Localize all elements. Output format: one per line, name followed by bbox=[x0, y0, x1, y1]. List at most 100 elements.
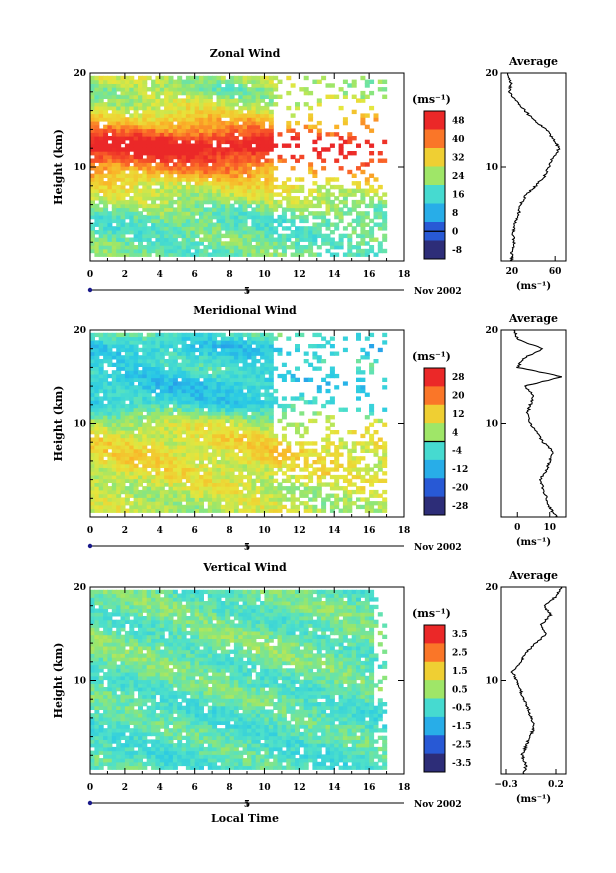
heatmap-cell bbox=[111, 75, 117, 81]
heatmap-cell bbox=[203, 75, 209, 81]
heatmap-cell bbox=[268, 437, 274, 442]
heatmap-cell bbox=[238, 474, 244, 480]
heatmap-cell bbox=[238, 196, 244, 201]
heatmap-cell bbox=[303, 199, 309, 205]
heatmap-cell bbox=[364, 392, 370, 397]
heatmap-cell bbox=[133, 117, 139, 122]
heatmap-cell bbox=[273, 445, 279, 450]
heatmap-cell bbox=[159, 139, 165, 145]
heatmap-cell bbox=[146, 392, 152, 397]
heatmap-cell bbox=[138, 448, 143, 453]
heatmap-cell bbox=[260, 173, 266, 178]
heatmap-cell bbox=[142, 218, 148, 224]
heatmap-cell bbox=[299, 248, 305, 254]
heatmap-cell bbox=[172, 359, 178, 364]
heatmap-cell bbox=[142, 162, 148, 167]
heatmap-cell bbox=[233, 344, 239, 349]
heatmap-cell bbox=[164, 105, 170, 111]
heatmap-cell bbox=[120, 332, 126, 338]
heatmap-cell bbox=[203, 162, 209, 167]
heatmap-cell bbox=[155, 501, 161, 506]
heatmap-cell bbox=[98, 336, 104, 341]
heatmap-cell bbox=[295, 226, 300, 231]
heatmap-cell bbox=[94, 765, 100, 770]
heatmap-cell bbox=[225, 362, 231, 367]
heatmap-cell bbox=[273, 226, 279, 231]
heatmap-cell bbox=[190, 418, 196, 424]
heatmap-cell bbox=[116, 467, 122, 472]
heatmap-cell bbox=[264, 411, 270, 416]
heatmap-cell bbox=[225, 463, 231, 468]
heatmap-cell bbox=[360, 214, 366, 220]
heatmap-cell bbox=[199, 169, 204, 175]
heatmap-cell bbox=[295, 105, 300, 111]
heatmap-cell bbox=[268, 463, 274, 468]
heatmap-cell bbox=[329, 504, 335, 510]
heatmap-cell bbox=[138, 102, 143, 107]
heatmap-cell bbox=[103, 181, 109, 186]
heatmap-cell bbox=[325, 207, 331, 212]
heatmap-cell bbox=[146, 366, 152, 371]
heatmap-cell bbox=[325, 199, 331, 205]
heatmap-cell bbox=[90, 630, 95, 636]
heatmap-cell bbox=[364, 252, 370, 257]
heatmap-cell bbox=[124, 75, 130, 81]
heatmap-cell bbox=[94, 441, 100, 446]
heatmap-cell bbox=[124, 83, 130, 88]
heatmap-cell bbox=[351, 463, 357, 468]
heatmap-cell bbox=[111, 241, 117, 246]
heatmap-cell bbox=[203, 252, 209, 257]
heatmap-cell bbox=[120, 486, 126, 491]
heatmap-cell bbox=[185, 218, 191, 224]
heatmap-cell bbox=[116, 203, 122, 209]
heatmap-cell bbox=[316, 489, 322, 495]
heatmap-cell bbox=[199, 370, 204, 375]
heatmap-cell bbox=[264, 445, 270, 450]
heatmap-cell bbox=[185, 173, 191, 178]
heatmap-cell bbox=[329, 252, 335, 257]
heatmap-cell bbox=[185, 385, 191, 390]
colorbar-swatch bbox=[424, 240, 445, 260]
heatmap-cell bbox=[312, 332, 318, 338]
heatmap-cell bbox=[129, 188, 135, 193]
heatmap-cell bbox=[181, 177, 187, 182]
heatmap-cell bbox=[129, 98, 135, 103]
heatmap-cell bbox=[342, 445, 348, 450]
heatmap-cell bbox=[181, 362, 187, 367]
heatmap-cell bbox=[247, 75, 252, 81]
heatmap-cell bbox=[364, 508, 370, 513]
heatmap-cell bbox=[233, 196, 239, 201]
heatmap-cell bbox=[207, 90, 213, 96]
heatmap-cell bbox=[181, 332, 187, 338]
heatmap-cell bbox=[90, 497, 95, 502]
heatmap-cell bbox=[103, 501, 109, 506]
heatmap-cell bbox=[90, 698, 95, 703]
heatmap-cell bbox=[177, 105, 183, 111]
heatmap-cell bbox=[251, 471, 257, 476]
heatmap-cell bbox=[255, 497, 261, 502]
heatmap-cell bbox=[120, 460, 126, 465]
heatmap-cell bbox=[321, 482, 327, 487]
heatmap-cell bbox=[229, 248, 235, 254]
heatmap-cell bbox=[133, 79, 139, 84]
heatmap-cell bbox=[216, 147, 222, 152]
heatmap-cell bbox=[251, 214, 257, 220]
heatmap-cell bbox=[290, 241, 296, 246]
heatmap-cell bbox=[334, 214, 340, 220]
heatmap-cell bbox=[369, 504, 375, 510]
heatmap-cell bbox=[264, 392, 270, 397]
heatmap-cell bbox=[199, 117, 204, 122]
heatmap-cell bbox=[316, 132, 322, 137]
heatmap-cell bbox=[199, 211, 204, 216]
heatmap-cell bbox=[233, 340, 239, 345]
heatmap-cell bbox=[325, 196, 331, 201]
heatmap-cell bbox=[347, 448, 353, 453]
heatmap-cell bbox=[177, 117, 183, 122]
heatmap-cell bbox=[295, 203, 300, 209]
heatmap-cell bbox=[90, 597, 95, 602]
heatmap-cell bbox=[207, 437, 213, 442]
heatmap-cell bbox=[216, 158, 222, 163]
colorbar-tick-label: 32 bbox=[452, 153, 465, 163]
heatmap-cell bbox=[142, 83, 148, 88]
heatmap-cell bbox=[181, 426, 187, 431]
